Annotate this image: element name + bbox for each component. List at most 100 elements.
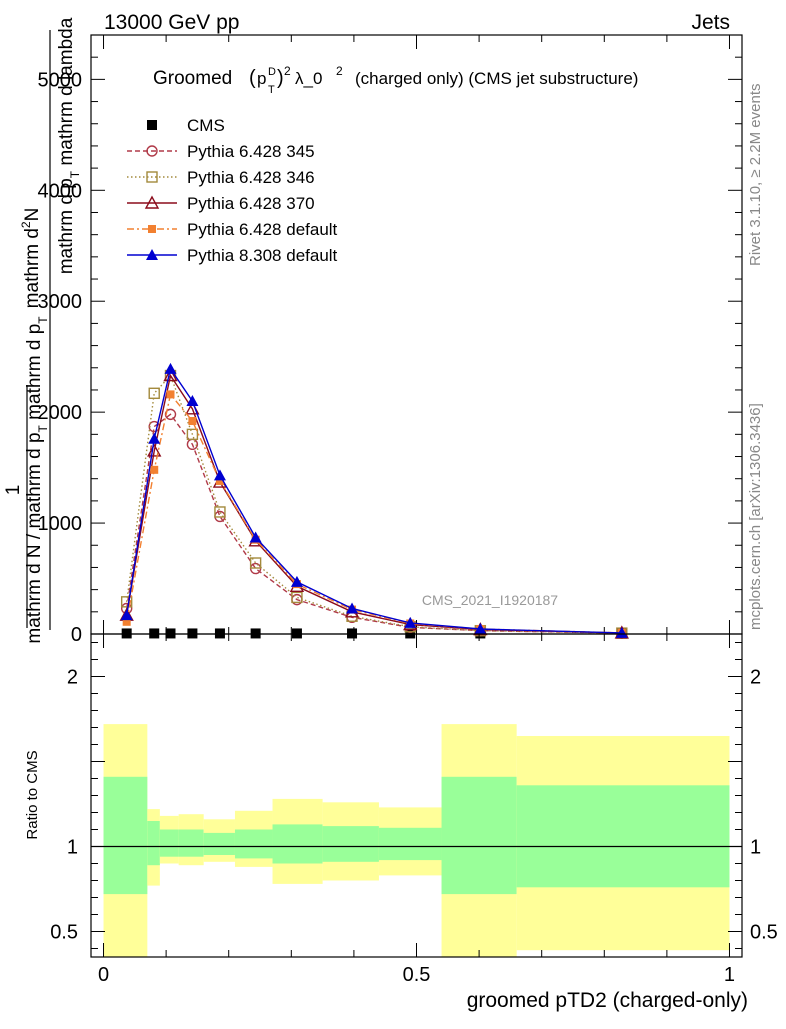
main-ytick-label-0: 0 <box>71 624 82 646</box>
ratio-ytick-label-left-2: 2 <box>67 667 78 689</box>
legend-marker-p6def <box>148 225 156 233</box>
point-p346-3 <box>186 428 199 441</box>
legend-label-p346: Pythia 6.428 346 <box>187 168 315 187</box>
ratio-ytick-label-right-1: 1 <box>750 837 761 859</box>
point-p8def-9 <box>474 623 487 635</box>
mcplots-label: mcplots.cern.ch [arXiv:1306.3436] <box>747 403 764 630</box>
main-axes: 0 1000 2000 3000 4000 5000 <box>38 34 743 646</box>
point-p6def-2 <box>166 390 175 399</box>
main-ytick-label-3: 3000 <box>38 291 83 313</box>
ratio-band-inner-1 <box>147 821 160 866</box>
ratio-band-inner-4 <box>203 832 235 855</box>
ratio-xlabel: groomed pTD2 (charged-only) <box>467 989 748 1012</box>
title-sup-2b: 2 <box>336 64 343 78</box>
legend-marker-p345 <box>146 145 158 157</box>
title-sub-t: T <box>268 84 275 96</box>
title-sup-2: 2 <box>284 64 291 78</box>
main-ytick-label-2: 2000 <box>38 402 83 424</box>
ratio-band-inner-9 <box>441 776 517 895</box>
main-ytick-label-4: 4000 <box>38 180 83 202</box>
ratio-axes: 0 0.5 1 0.5 0.5 1 1 2 2 <box>50 633 778 986</box>
ratio-band-inner-10 <box>516 785 730 888</box>
rivet-version-label: Rivet 3.1.10, ≥ 2.2M events <box>747 84 764 267</box>
legend-label-p8def: Pythia 8.308 default <box>187 246 338 265</box>
analysis-watermark: CMS_2021_I1920187 <box>422 592 558 608</box>
point-p346-6 <box>291 591 303 604</box>
title-p: p <box>257 69 266 88</box>
title-sup-d: D <box>268 66 276 78</box>
energy-label: 13000 GeV pp <box>104 11 239 34</box>
ratio-band-inner-8 <box>378 827 442 861</box>
ratio-bands <box>103 724 730 957</box>
ratio-panel: 0 0.5 1 0.5 0.5 1 1 2 2 Ratio to CMS groomed pTD… <box>24 633 778 1012</box>
main-ytick-label-1: 1000 <box>38 513 83 535</box>
ratio-band-inner-7 <box>322 826 379 862</box>
point-p346-5 <box>249 557 262 569</box>
main-series <box>119 362 629 639</box>
point-p6def-4 <box>215 476 224 485</box>
x-tick-label-2: 1 <box>724 964 735 986</box>
ylabel-top-denominator: mathrm d pT mathrm d lambda <box>56 17 82 274</box>
legend-marker-p346 <box>146 171 158 183</box>
ratio-band-inner-6 <box>272 824 323 864</box>
point-p8def-6 <box>290 575 303 587</box>
legend-entry-p370: Pythia 6.428 370 <box>127 194 315 213</box>
main-ylabel: mathrm d2N mathrm d pT mathrm d lambda 1… <box>3 17 82 643</box>
process-label: Jets <box>691 11 730 34</box>
point-p6def-3 <box>188 417 197 426</box>
point-p8def-1 <box>148 432 161 444</box>
ratio-ytick-label-left-1: 1 <box>67 837 78 859</box>
point-p346-4 <box>214 506 226 518</box>
ratio-ylabel: Ratio to CMS <box>24 750 41 839</box>
legend: CMS Pythia 6.428 345 Pythia 6.428 346 Pythi… <box>127 116 338 265</box>
title-rest: (charged only) (CMS jet substructure) <box>355 69 638 88</box>
point-p8def-7 <box>346 602 359 614</box>
point-p8def-2 <box>164 362 177 374</box>
x-tick-label-0: 0 <box>98 964 109 986</box>
legend-entry-p346: Pythia 6.428 346 <box>127 168 315 187</box>
point-p8def-0 <box>120 609 133 621</box>
ratio-ytick-label-right-2: 2 <box>750 667 761 689</box>
legend-marker-cms <box>147 120 157 130</box>
ylabel-top-numerator: mathrm d2N <box>19 208 43 309</box>
ratio-band-inner-0 <box>103 776 148 895</box>
legend-entry-p8def: Pythia 8.308 default <box>127 246 338 265</box>
legend-label-p370: Pythia 6.428 370 <box>187 194 315 213</box>
main-ytick-label-5: 5000 <box>38 69 83 91</box>
ratio-band-inner-5 <box>234 829 273 859</box>
point-p346-0 <box>120 596 133 608</box>
point-p8def-3 <box>186 395 199 407</box>
ratio-ytick-label-right-0: 0.5 <box>750 922 778 944</box>
legend-label-p345: Pythia 6.428 345 <box>187 142 315 161</box>
series-line-p346 <box>125 374 622 634</box>
title-word: Groomed <box>153 68 232 89</box>
legend-marker-p370 <box>144 195 160 209</box>
main-title: Groomed ( p D T ) 2 λ_0 2 (charged only)… <box>153 64 638 96</box>
legend-marker-p8def <box>146 249 158 260</box>
point-p346-1 <box>148 387 160 399</box>
legend-label-p6def: Pythia 6.428 default <box>187 220 338 239</box>
legend-entry-p6def: Pythia 6.428 default <box>127 220 338 239</box>
point-p8def-4 <box>213 469 226 481</box>
point-p8def-10 <box>615 626 628 638</box>
ratio-band-inner-3 <box>178 829 204 857</box>
point-p6def-1 <box>150 465 159 474</box>
title-close-paren: ) <box>277 67 284 89</box>
point-p370-1 <box>147 443 162 457</box>
point-p8def-8 <box>404 616 417 628</box>
title-lambda: λ_0 <box>295 69 322 88</box>
series-p8def <box>120 362 628 638</box>
legend-entry-cms: CMS <box>147 116 225 135</box>
ratio-band-inner-2 <box>159 829 179 857</box>
point-p370-2 <box>163 368 178 382</box>
ratio-ytick-label-left-0: 0.5 <box>50 922 78 944</box>
point-p8def-5 <box>249 531 262 543</box>
legend-entry-p345: Pythia 6.428 345 <box>127 142 315 161</box>
ylabel-bottom: mathrm d N / mathrm d pT mathrm d pT <box>24 316 50 644</box>
legend-label-cms: CMS <box>187 116 225 135</box>
point-p6def-0 <box>122 617 131 626</box>
ylabel-one: 1 <box>3 485 24 496</box>
